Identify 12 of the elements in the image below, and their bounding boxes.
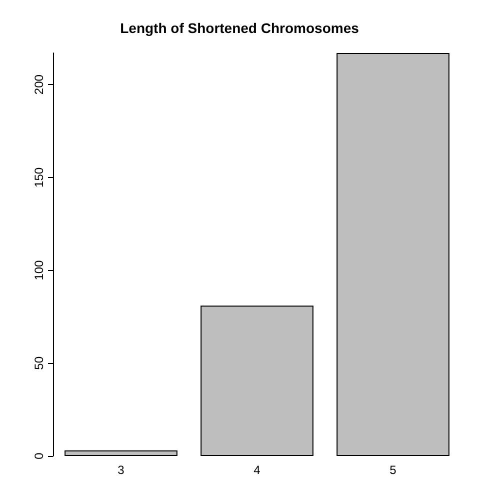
bar [64,450,178,456]
y-tick-label: 0 [32,452,46,460]
y-tick-label: 100 [32,260,46,280]
bar [336,53,450,456]
bar [200,306,314,456]
x-tick-label: 4 [254,463,261,477]
x-tick-label: 5 [390,463,397,477]
chart-title: Length of Shortened Chromosomes [120,20,360,36]
y-tick-label: 50 [32,356,46,370]
y-tick-label: 200 [32,74,46,95]
x-tick-label: 3 [118,463,125,477]
y-tick-label: 150 [32,167,46,188]
